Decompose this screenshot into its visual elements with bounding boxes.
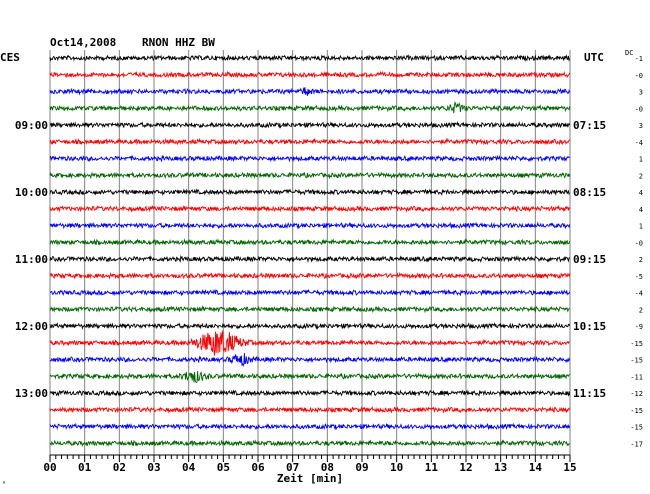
left-time-label: 12:00 <box>15 320 48 333</box>
dc-offset-label: -15 <box>630 424 643 432</box>
trace-8 <box>49 188 570 197</box>
x-tick-label: 06 <box>251 461 265 474</box>
trace-6 <box>50 154 570 163</box>
x-tick-label: 14 <box>529 461 543 474</box>
trace-17 <box>49 330 570 356</box>
x-tick-label: 03 <box>147 461 160 474</box>
dc-offset-label: -0 <box>635 105 643 113</box>
right-time-label: 07:15 <box>573 119 606 132</box>
x-tick-label: 02 <box>113 461 126 474</box>
x-tick-label: 04 <box>182 461 196 474</box>
dc-offset-label: 4 <box>639 206 643 214</box>
dc-offset-label: -1 <box>635 55 643 63</box>
dc-offset-label: -0 <box>635 239 643 247</box>
trace-14 <box>49 288 571 297</box>
right-time-label: 09:15 <box>573 253 606 266</box>
x-tick-label: 01 <box>78 461 92 474</box>
dc-offset-label: -15 <box>630 407 643 415</box>
trace-16 <box>49 321 571 330</box>
dc-offset-label: 4 <box>639 189 643 197</box>
dc-offset-label: -0 <box>635 72 643 80</box>
left-time-label: 09:00 <box>15 119 48 132</box>
dc-offset-label: 2 <box>639 306 643 314</box>
time-labels: 09:00 10:00 11:00 12:00 13:00 07:15 08:15 09:15… <box>15 119 606 400</box>
x-tick-label: 10 <box>390 461 403 474</box>
x-tick-label: 05 <box>217 461 230 474</box>
trace-2 <box>49 87 571 96</box>
dc-offset-label: -5 <box>635 273 643 281</box>
corner-mark: ᴬ <box>2 479 6 488</box>
trace-13 <box>49 271 571 280</box>
trace-21 <box>49 405 571 414</box>
trace-3 <box>49 100 571 114</box>
grid-lines <box>49 50 571 455</box>
x-tick-label: 11 <box>425 461 439 474</box>
x-tick-label: 15 <box>563 461 576 474</box>
x-tick-label: 08 <box>321 461 334 474</box>
x-tick-label: 12 <box>459 461 472 474</box>
trace-12 <box>49 254 570 263</box>
x-tick-label: 13 <box>494 461 507 474</box>
x-axis: 00 01 02 03 04 05 06 07 08 09 10 11 12 13 14 15 <box>43 454 577 474</box>
trace-11 <box>49 238 571 246</box>
left-time-label: 11:00 <box>15 253 48 266</box>
x-axis-title: Zeit [min] <box>277 472 343 485</box>
dc-offset-label: -15 <box>630 357 643 365</box>
right-timezone-label: UTC <box>584 51 604 64</box>
dc-offset-labels: -1 -0 3 -0 3 -4 1 2 4 4 1 -0 2 -5 -4 2 -9 -15 -15 -11 -12 -15… <box>630 55 643 448</box>
trace-5 <box>49 137 570 146</box>
trace-20 <box>49 389 571 398</box>
left-time-label: 13:00 <box>15 387 48 400</box>
dc-offset-label: -15 <box>630 340 643 348</box>
trace-9 <box>49 204 571 213</box>
left-timezone-label: CES <box>0 51 20 64</box>
right-time-label: 08:15 <box>573 186 606 199</box>
trace-19 <box>49 371 570 383</box>
dc-offset-label: 1 <box>639 156 643 164</box>
trace-23 <box>49 439 570 447</box>
x-tick-label: 09 <box>355 461 368 474</box>
dc-offset-label: -4 <box>635 290 643 298</box>
x-tick-label: 00 <box>43 461 56 474</box>
dc-offset-label: -11 <box>630 373 643 381</box>
dc-offset-label: -12 <box>630 390 643 398</box>
trace-0 <box>49 54 571 62</box>
trace-15 <box>49 305 570 314</box>
left-time-label: 10:00 <box>15 186 48 199</box>
trace-1 <box>49 70 571 79</box>
right-time-label: 11:15 <box>573 387 606 400</box>
date-label: Oct14,2008 <box>50 36 116 49</box>
dc-offset-label: 3 <box>639 122 643 130</box>
trace-4 <box>49 121 571 129</box>
trace-10 <box>49 221 571 230</box>
trace-22 <box>49 422 571 431</box>
dc-header-label: DC <box>625 49 633 57</box>
station-label: RNON HHZ BW <box>142 36 215 49</box>
trace-7 <box>49 171 571 180</box>
dc-offset-label: 2 <box>639 256 643 264</box>
x-tick-label: 07 <box>286 461 299 474</box>
dc-offset-label: 1 <box>639 223 643 231</box>
right-time-label: 10:15 <box>573 320 606 333</box>
dc-offset-label: 2 <box>639 172 643 180</box>
traces <box>49 54 571 447</box>
dc-offset-label: 3 <box>639 89 643 97</box>
dc-offset-label: -4 <box>635 139 643 147</box>
dc-offset-label: -9 <box>635 323 643 331</box>
dc-offset-label: -17 <box>630 440 643 448</box>
trace-18 <box>49 352 571 368</box>
